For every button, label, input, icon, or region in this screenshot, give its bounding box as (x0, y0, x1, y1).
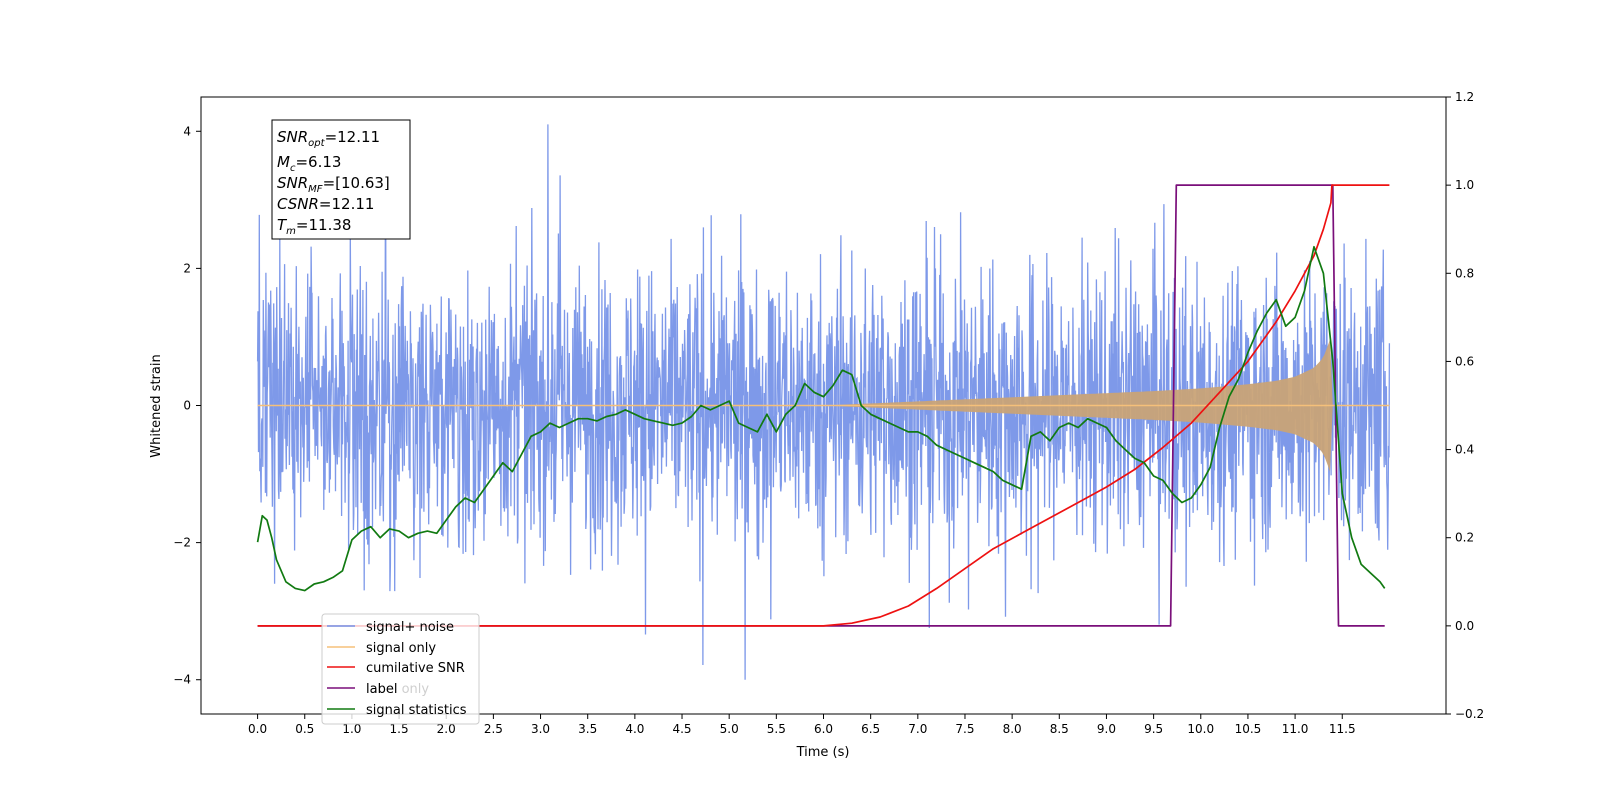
y2-tick-label-2: 0.8 (1455, 266, 1474, 280)
annotation-line-snr-mf: SNRMF=[10.63] (277, 174, 390, 195)
legend-label-label: label (366, 682, 397, 697)
right-axis-series (256, 184, 1390, 627)
y-axis-label: Whitened strain (149, 354, 164, 457)
x-tick-label-1: 0.5 (295, 722, 314, 736)
legend: signal+ noise signal only cumilative SNR… (321, 613, 480, 725)
y-tick-label-1: 2 (183, 261, 191, 275)
y-tick-label-3: −2 (173, 536, 191, 550)
x-tick-label-8: 4.0 (625, 722, 644, 736)
y-axis-left-ticks: 4 2 0 −2 −4 (173, 124, 201, 687)
x-tick-label-20: 10.0 (1187, 722, 1214, 736)
x-tick-label-22: 11.0 (1282, 722, 1309, 736)
legend-ghost-label-only: label only (366, 682, 429, 697)
x-tick-label-17: 8.5 (1050, 722, 1069, 736)
annotation-line-csnr: CSNR=12.11 (277, 195, 374, 213)
x-tick-label-0: 0.0 (248, 722, 267, 736)
y2-tick-label-3: 0.6 (1455, 354, 1474, 368)
x-tick-label-21: 10.5 (1235, 722, 1262, 736)
y2-tick-label-1: 1.0 (1455, 178, 1474, 192)
x-tick-label-10: 5.0 (720, 722, 739, 736)
annotation-box: SNRopt=12.11 Mc=6.13 SNRMF=[10.63] CSNR=… (271, 119, 411, 240)
y-tick-label-0: 4 (183, 124, 191, 138)
x-tick-label-12: 6.0 (814, 722, 833, 736)
x-tick-label-23: 11.5 (1329, 722, 1356, 736)
annotation-line-snr-opt: SNRopt=12.11 (277, 128, 380, 149)
annotation-box-frame (271, 119, 411, 240)
x-tick-label-3: 1.5 (390, 722, 409, 736)
x-axis-ticks: 0.0 0.5 1.0 1.5 2.0 2.5 3.0 3.5 4.0 4.5 5.0 5.5 6.0 6… (248, 714, 1356, 736)
annotation-line-mc: Mc=6.13 (277, 153, 341, 174)
x-tick-label-5: 2.5 (484, 722, 503, 736)
x-tick-label-9: 4.5 (672, 722, 691, 736)
series-signal-noise (256, 124, 1391, 680)
x-tick-label-15: 7.5 (955, 722, 974, 736)
x-tick-label-14: 7.0 (908, 722, 927, 736)
legend-label-cumulative-snr: cumilative SNR (366, 661, 465, 676)
legend-label-signal-only: signal only (366, 641, 436, 656)
y2-tick-label-5: 0.2 (1455, 531, 1474, 545)
y-axis-right-ticks: 1.2 1.0 0.8 0.6 0.4 0.2 0.0 −0.2 (1446, 90, 1484, 721)
x-tick-label-2: 1.0 (342, 722, 361, 736)
y2-tick-label-4: 0.4 (1455, 443, 1474, 457)
y-tick-label-4: −4 (173, 673, 191, 687)
x-tick-label-4: 2.0 (437, 722, 456, 736)
y2-tick-label-6: 0.0 (1455, 619, 1474, 633)
series-signal-only (257, 339, 1390, 472)
x-tick-label-18: 9.0 (1097, 722, 1116, 736)
x-axis-label: Time (s) (796, 745, 850, 760)
x-tick-label-13: 6.5 (861, 722, 880, 736)
x-tick-label-19: 9.5 (1144, 722, 1163, 736)
x-tick-label-11: 5.5 (767, 722, 786, 736)
x-tick-label-6: 3.0 (531, 722, 550, 736)
x-tick-label-16: 8.0 (1003, 722, 1022, 736)
y-tick-label-2: 0 (183, 399, 191, 413)
x-tick-label-7: 3.5 (578, 722, 597, 736)
legend-label-signal-noise: signal+ noise (366, 620, 454, 635)
y2-tick-label-7: −0.2 (1455, 707, 1484, 721)
noise-trace (256, 124, 1391, 680)
annotation-line-tm: Tm=11.38 (277, 216, 351, 237)
legend-label-signal-statistics: signal statistics (366, 703, 467, 718)
y2-tick-label-0: 1.2 (1455, 90, 1474, 104)
series-label (257, 184, 1385, 627)
series-signal-statistics (256, 245, 1386, 592)
legend-frame (321, 613, 480, 725)
